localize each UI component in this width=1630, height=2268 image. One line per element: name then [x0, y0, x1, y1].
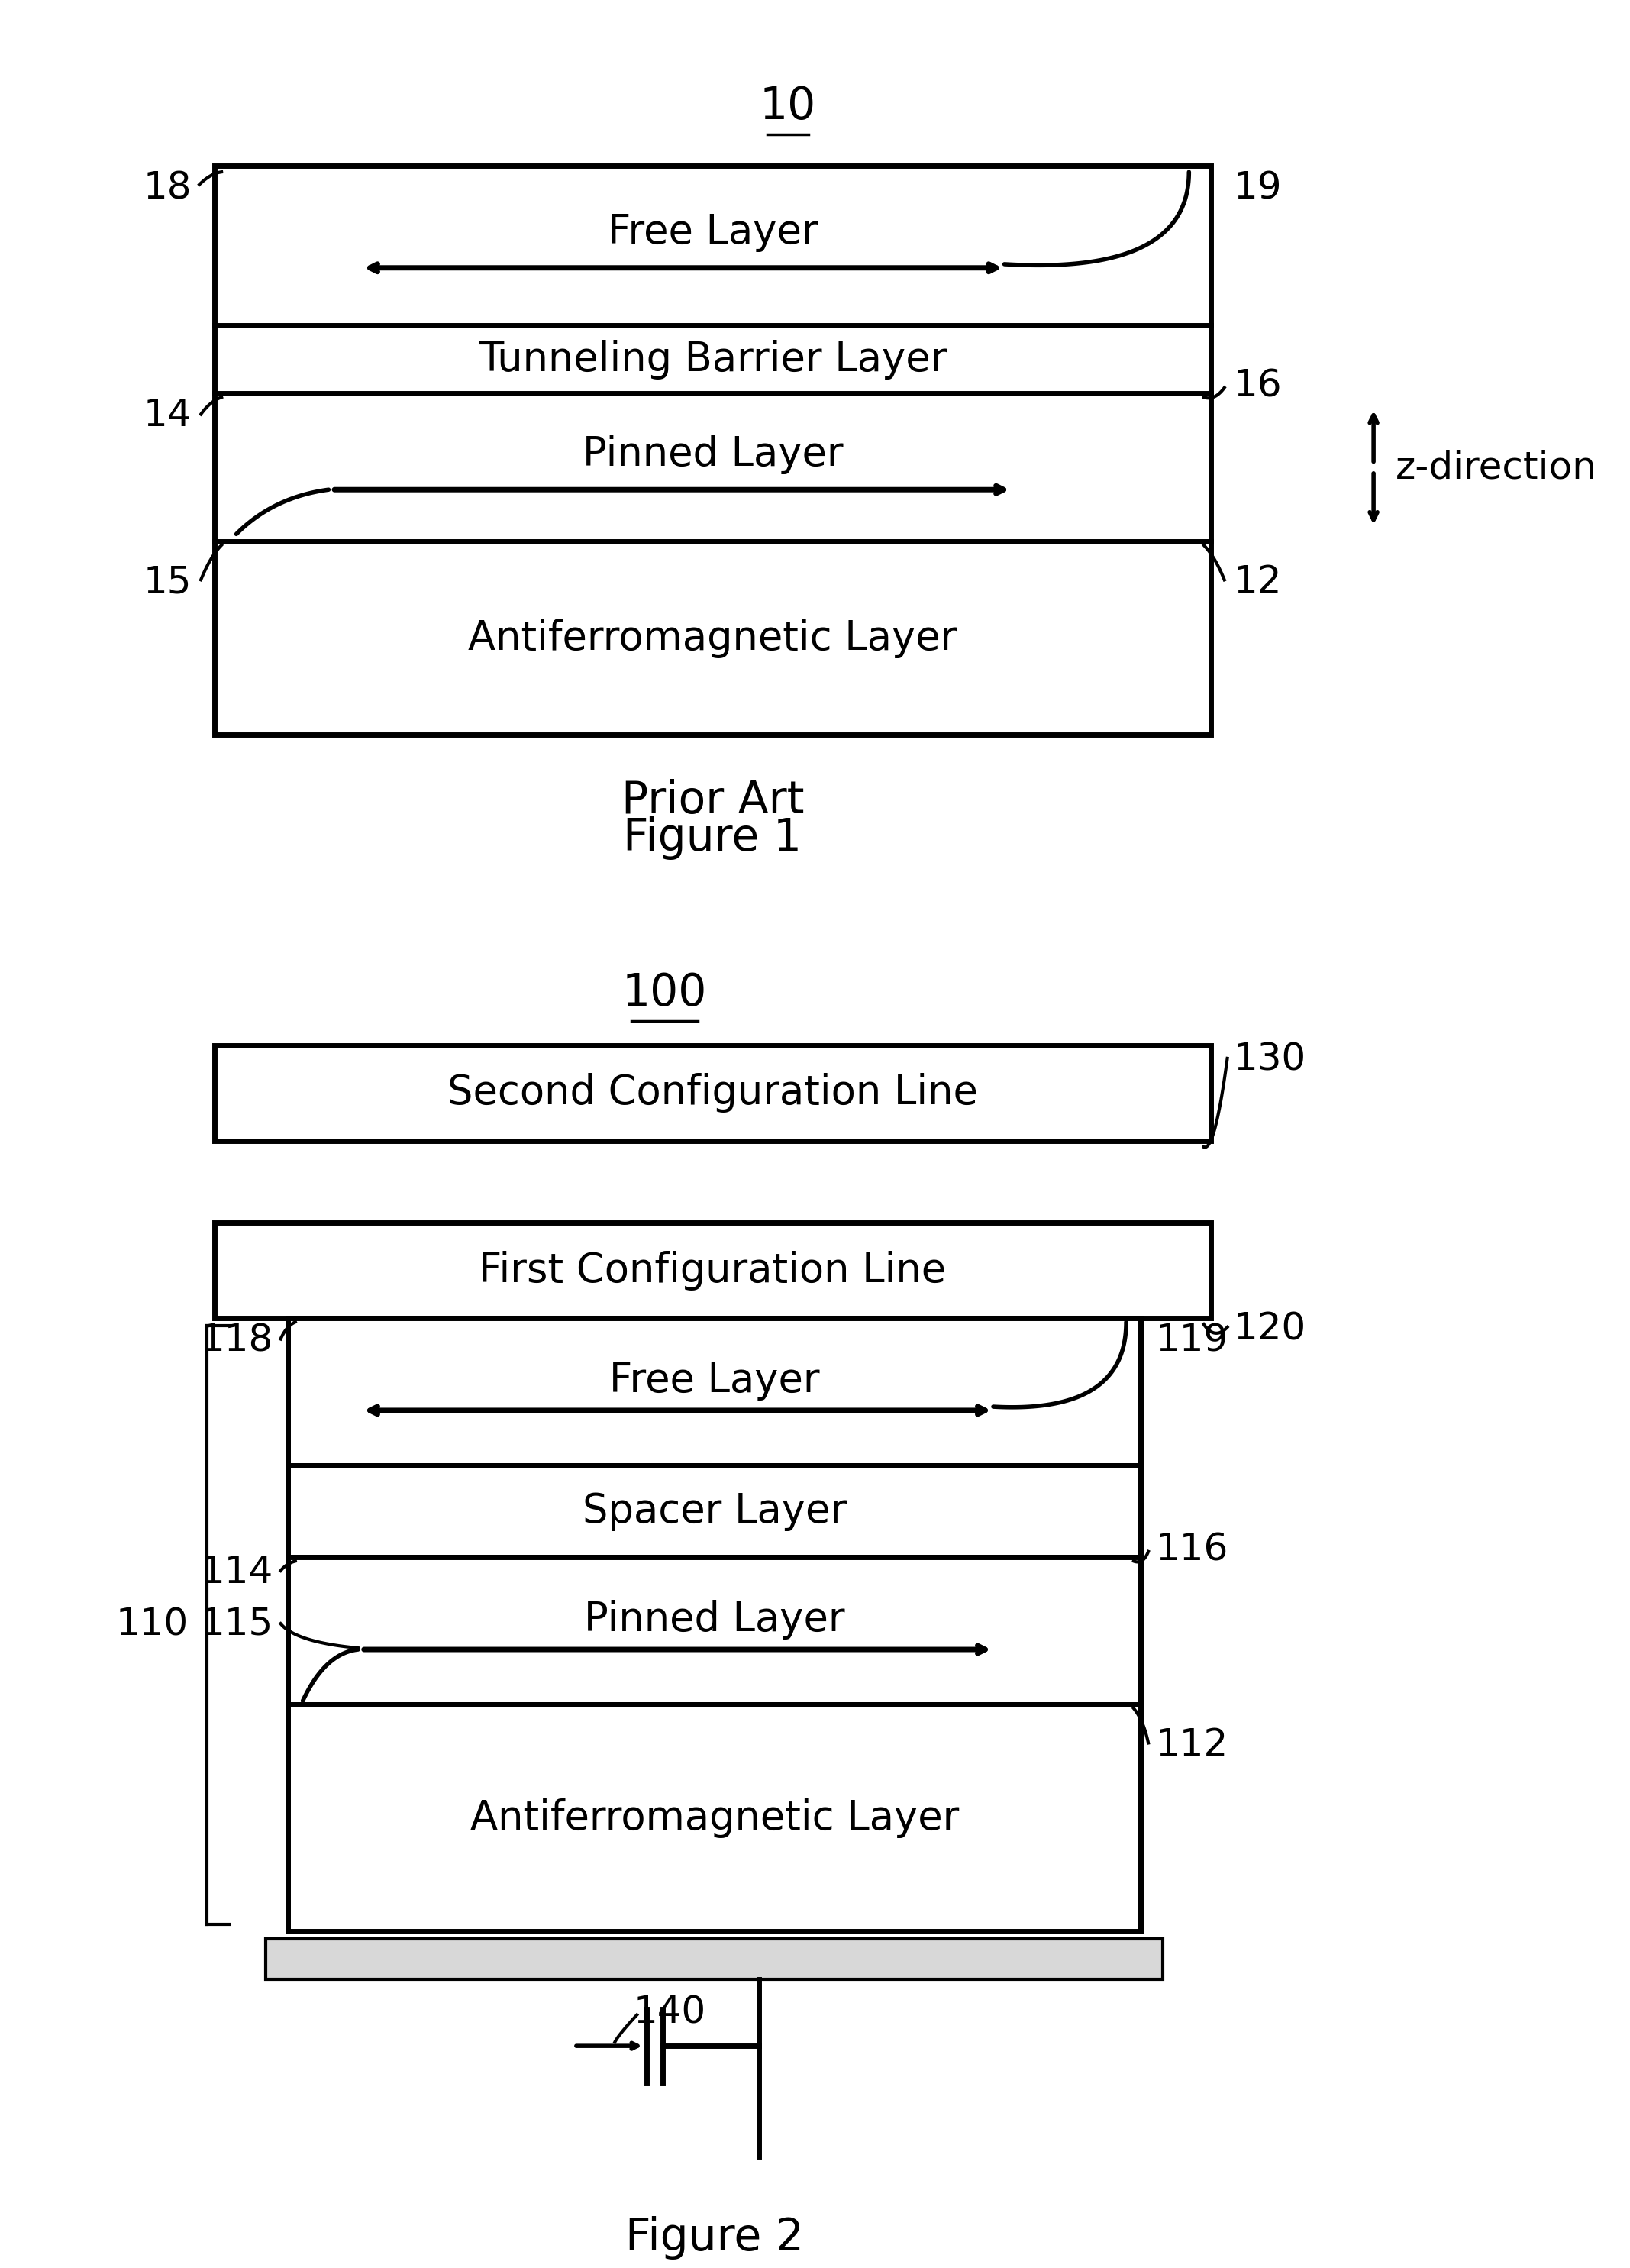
Bar: [214, 1046, 1211, 1141]
Text: 12: 12: [1234, 565, 1281, 601]
Text: 18: 18: [143, 170, 192, 206]
Text: Free Layer: Free Layer: [610, 1361, 820, 1402]
Text: Tunneling Barrier Layer: Tunneling Barrier Layer: [479, 340, 947, 379]
Bar: [289, 1706, 1141, 1932]
Text: 115: 115: [200, 1606, 274, 1642]
Text: 100: 100: [623, 971, 707, 1014]
Text: 16: 16: [1234, 367, 1281, 404]
Text: 15: 15: [143, 565, 192, 601]
Text: 140: 140: [632, 1994, 706, 2030]
Bar: [214, 1222, 1211, 1318]
Text: Prior Art: Prior Art: [621, 780, 804, 823]
Text: Pinned Layer: Pinned Layer: [584, 1599, 844, 1640]
Text: 14: 14: [143, 397, 192, 433]
Text: 119: 119: [1156, 1322, 1229, 1359]
Text: Spacer Layer: Spacer Layer: [582, 1492, 846, 1531]
Text: 10: 10: [760, 84, 817, 129]
Text: 116: 116: [1156, 1531, 1229, 1569]
Text: 130: 130: [1234, 1041, 1306, 1077]
Text: 19: 19: [1234, 170, 1281, 206]
Bar: [289, 1558, 1141, 1706]
Text: Figure 2: Figure 2: [626, 2216, 804, 2259]
Text: Antiferromagnetic Layer: Antiferromagnetic Layer: [468, 619, 957, 658]
Text: 118: 118: [200, 1322, 274, 1359]
Bar: [289, 1465, 1141, 1558]
Text: Antiferromagnetic Layer: Antiferromagnetic Layer: [469, 1799, 958, 1837]
Text: 114: 114: [200, 1554, 274, 1590]
Bar: [214, 166, 1211, 735]
Bar: [266, 1939, 1164, 1980]
Text: 110: 110: [116, 1606, 189, 1644]
Text: Free Layer: Free Layer: [608, 213, 818, 252]
Text: Second Configuration Line: Second Configuration Line: [447, 1073, 978, 1114]
Text: 112: 112: [1156, 1726, 1229, 1765]
Text: 120: 120: [1234, 1311, 1306, 1347]
Bar: [289, 1318, 1141, 1465]
Text: z-direction: z-direction: [1395, 449, 1597, 485]
Text: Pinned Layer: Pinned Layer: [582, 435, 843, 474]
Text: Figure 1: Figure 1: [623, 816, 802, 860]
Text: First Configuration Line: First Configuration Line: [479, 1250, 947, 1290]
